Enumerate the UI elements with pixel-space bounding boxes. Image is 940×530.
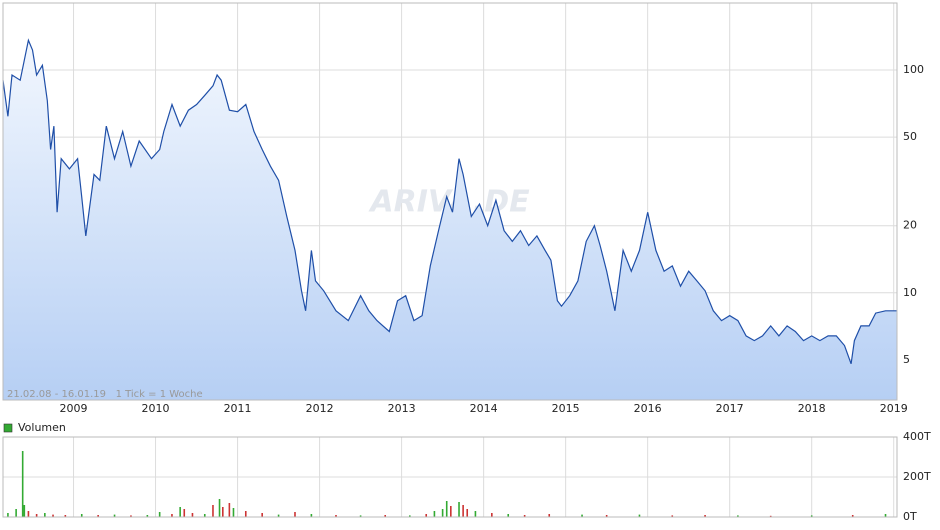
volume-bar — [44, 513, 46, 517]
volume-bar — [335, 515, 337, 517]
volume-bar — [52, 514, 54, 517]
volume-bar — [261, 513, 263, 517]
volume-bar — [409, 515, 411, 517]
y-tick-label: 400T — [903, 430, 931, 443]
volume-bar — [605, 515, 608, 517]
x-tick-label: 2018 — [798, 402, 826, 415]
y-tick-label: 0T — [903, 510, 917, 523]
volume-bar — [491, 513, 493, 517]
volume-bar — [97, 515, 99, 517]
volume-bar — [222, 507, 224, 517]
volume-bar — [218, 499, 221, 517]
plot-border — [2, 2, 898, 401]
volume-bar — [548, 514, 551, 517]
volume-bar — [23, 505, 26, 517]
volume-bar — [15, 509, 17, 517]
y-tick-label: 200T — [903, 470, 931, 483]
volume-bar — [769, 515, 772, 517]
legend-swatch — [3, 423, 13, 433]
range-note: 21.02.08 - 16.01.19 1 Tick = 1 Woche — [7, 389, 203, 400]
volume-bar — [441, 509, 444, 517]
x-tick-label: 2017 — [716, 402, 744, 415]
x-tick-label: 2015 — [552, 402, 580, 415]
volume-bar — [7, 513, 9, 517]
y-tick-label: 100 — [903, 63, 924, 76]
x-tick-label: 2019 — [880, 402, 908, 415]
volume-bar — [277, 514, 280, 517]
volume-bar — [507, 514, 510, 517]
volume-bar — [810, 515, 813, 517]
volume-bar — [21, 451, 24, 517]
price-line — [2, 38, 897, 365]
volume-bar — [35, 514, 38, 517]
area — [3, 40, 897, 401]
volume-bar — [179, 507, 181, 517]
volume-bar — [671, 515, 674, 517]
volume-bar — [212, 505, 214, 517]
legend-label: Volumen — [18, 421, 66, 434]
volume-bar — [310, 514, 313, 517]
volume-bar — [158, 512, 161, 517]
volume-bar — [638, 514, 641, 517]
y-tick-label: 50 — [903, 130, 917, 143]
volume-bar — [203, 514, 206, 517]
volume-bar — [445, 501, 448, 517]
x-tick-label: 2016 — [634, 402, 662, 415]
volume-bar — [450, 506, 452, 517]
volume-bar — [737, 515, 739, 517]
x-tick-label: 2009 — [60, 402, 88, 415]
volume-bar — [146, 515, 149, 517]
volume-bar — [228, 503, 231, 517]
x-tick-label: 2012 — [306, 402, 334, 415]
volume-bar — [425, 514, 428, 517]
volume-bar — [466, 509, 469, 517]
volume-bar — [462, 505, 464, 517]
x-tick-label: 2014 — [470, 402, 498, 415]
volume-bar — [80, 514, 83, 517]
volume-bar — [294, 512, 296, 517]
volume-bar — [884, 514, 887, 517]
volume-bar — [433, 511, 436, 517]
volume-bar — [171, 514, 173, 517]
y-tick-label: 10 — [903, 286, 917, 299]
volume-bar — [27, 511, 30, 517]
x-tick-label: 2010 — [142, 402, 170, 415]
volume-bar — [359, 515, 362, 517]
volume-bar — [474, 511, 477, 517]
volume-bar — [704, 515, 706, 517]
volume-bar — [458, 502, 460, 517]
volume-bar — [183, 509, 186, 517]
volume-bar — [523, 515, 526, 517]
plot-border — [2, 436, 898, 518]
y-tick-label: 20 — [903, 219, 917, 232]
x-tick-label: 2013 — [388, 402, 416, 415]
volume-bar — [191, 513, 194, 517]
x-tick-label: 2011 — [224, 402, 252, 415]
volume-bar — [384, 515, 387, 517]
volume-bar — [64, 515, 67, 517]
volume-bar — [113, 514, 116, 517]
volume-bar — [232, 508, 235, 517]
y-tick-label: 5 — [903, 353, 910, 366]
volume-bar — [244, 511, 247, 517]
volume-bar — [851, 515, 854, 517]
volume-bar — [130, 515, 132, 517]
volume-bar — [581, 514, 583, 517]
